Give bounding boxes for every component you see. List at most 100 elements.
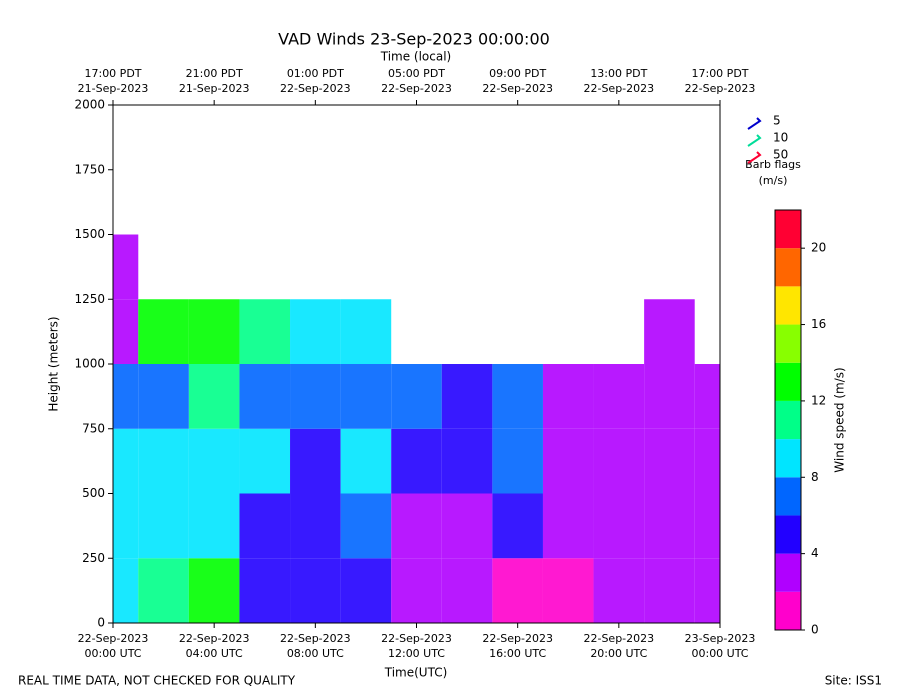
x-tick-label: 22-Sep-2023 (583, 632, 654, 645)
y-tick-label: 2000 (74, 98, 105, 112)
wind-cell (239, 299, 291, 364)
wind-cell (340, 428, 392, 494)
wind-cell (290, 428, 341, 494)
y-tick-label: 250 (82, 551, 105, 565)
colorbar-tick-label: 16 (811, 317, 826, 331)
colorbar-tick-label: 12 (811, 393, 826, 407)
legend-barb (747, 117, 762, 130)
x-tick-label: 22-Sep-2023 (280, 82, 351, 95)
colorbar-segment (775, 248, 801, 287)
legend-label: 10 (773, 131, 788, 145)
wind-cell (694, 558, 720, 623)
legend-title: (m/s) (759, 174, 788, 187)
legend-label: 50 (773, 148, 788, 162)
wind-cell (542, 364, 594, 429)
site-label: Site: ISS1 (825, 674, 882, 688)
wind-cell (340, 493, 392, 559)
wind-cell (593, 493, 645, 559)
x-tick-label: 22-Sep-2023 (583, 82, 654, 95)
legend-title: Barb flags (745, 158, 801, 171)
top-axis-label: Time (local) (380, 50, 452, 64)
wind-cell (441, 493, 493, 559)
wind-cell (188, 558, 240, 623)
x-tick-label: 23-Sep-2023 (685, 632, 756, 645)
wind-cell (239, 558, 291, 623)
chart-title: VAD Winds 23-Sep-2023 00:00:00 (278, 30, 550, 49)
wind-cell (542, 493, 594, 559)
wind-cell (340, 364, 392, 429)
x-tick-label: 08:00 UTC (287, 647, 344, 660)
legend-label: 5 (773, 114, 781, 128)
wind-cell (391, 428, 442, 494)
x-tick-label: 09:00 PDT (489, 67, 546, 80)
wind-cell (340, 299, 392, 364)
x-tick-label: 22-Sep-2023 (381, 632, 452, 645)
wind-cell (441, 364, 493, 429)
x-tick-label: 22-Sep-2023 (685, 82, 756, 95)
wind-cell (593, 428, 645, 494)
wind-cell (492, 428, 543, 494)
wind-cell (290, 493, 341, 559)
wind-cell (694, 364, 720, 429)
colorbar-tick-label: 8 (811, 470, 819, 484)
wind-cell (644, 428, 695, 494)
x-tick-label: 13:00 PDT (590, 67, 647, 80)
colorbar-segment (775, 210, 801, 249)
wind-cell (188, 299, 240, 364)
colorbar-segment (775, 477, 801, 516)
wind-cell (138, 493, 189, 559)
colorbar-tick-label: 20 (811, 241, 826, 255)
wind-cell (391, 558, 442, 623)
x-tick-label: 12:00 UTC (388, 647, 445, 660)
wind-cell (492, 364, 543, 429)
colorbar-segment (775, 286, 801, 325)
wind-cell (593, 558, 645, 623)
wind-cell (391, 364, 442, 429)
x-tick-label: 04:00 UTC (186, 647, 243, 660)
x-tick-label: 22-Sep-2023 (280, 632, 351, 645)
y-tick-label: 1250 (74, 292, 105, 306)
colorbar-segment (775, 400, 801, 440)
wind-cell (290, 558, 341, 623)
wind-cell (644, 558, 695, 623)
wind-cell (340, 558, 392, 623)
x-tick-label: 00:00 UTC (84, 647, 141, 660)
x-tick-label: 22-Sep-2023 (179, 632, 250, 645)
wind-cell (188, 428, 240, 494)
wind-cell (644, 364, 695, 429)
x-tick-label: 01:00 PDT (287, 67, 344, 80)
x-tick-label: 17:00 PDT (84, 67, 141, 80)
wind-cell (391, 493, 442, 559)
wind-cell (644, 299, 695, 364)
y-tick-label: 750 (82, 421, 105, 435)
wind-cell (441, 428, 493, 494)
wind-cell (113, 493, 139, 559)
wind-cell (239, 428, 291, 494)
legend-barb (747, 151, 762, 164)
wind-cell (290, 299, 341, 364)
wind-cell (441, 558, 493, 623)
x-tick-label: 21-Sep-2023 (179, 82, 250, 95)
colorbar-segment (775, 515, 801, 554)
y-tick-label: 0 (97, 616, 105, 630)
wind-cell (138, 428, 189, 494)
x-tick-label: 21:00 PDT (186, 67, 243, 80)
wind-cell (138, 364, 189, 429)
colorbar-segment (775, 324, 801, 363)
y-tick-label: 1750 (74, 162, 105, 176)
x-axis-label: Time(UTC) (384, 666, 448, 680)
colorbar-tick-label: 0 (811, 623, 819, 637)
x-tick-label: 17:00 PDT (691, 67, 748, 80)
colorbar-frame (774, 209, 802, 631)
colorbar-segment (775, 553, 801, 592)
wind-cell (138, 558, 189, 623)
wind-cell (542, 558, 594, 623)
wind-cell (113, 234, 139, 300)
x-tick-label: 20:00 UTC (590, 647, 647, 660)
wind-cell (593, 364, 645, 429)
wind-cell (239, 364, 291, 429)
y-tick-label: 500 (82, 486, 105, 500)
wind-cell (188, 364, 240, 429)
wind-cell (492, 558, 543, 623)
